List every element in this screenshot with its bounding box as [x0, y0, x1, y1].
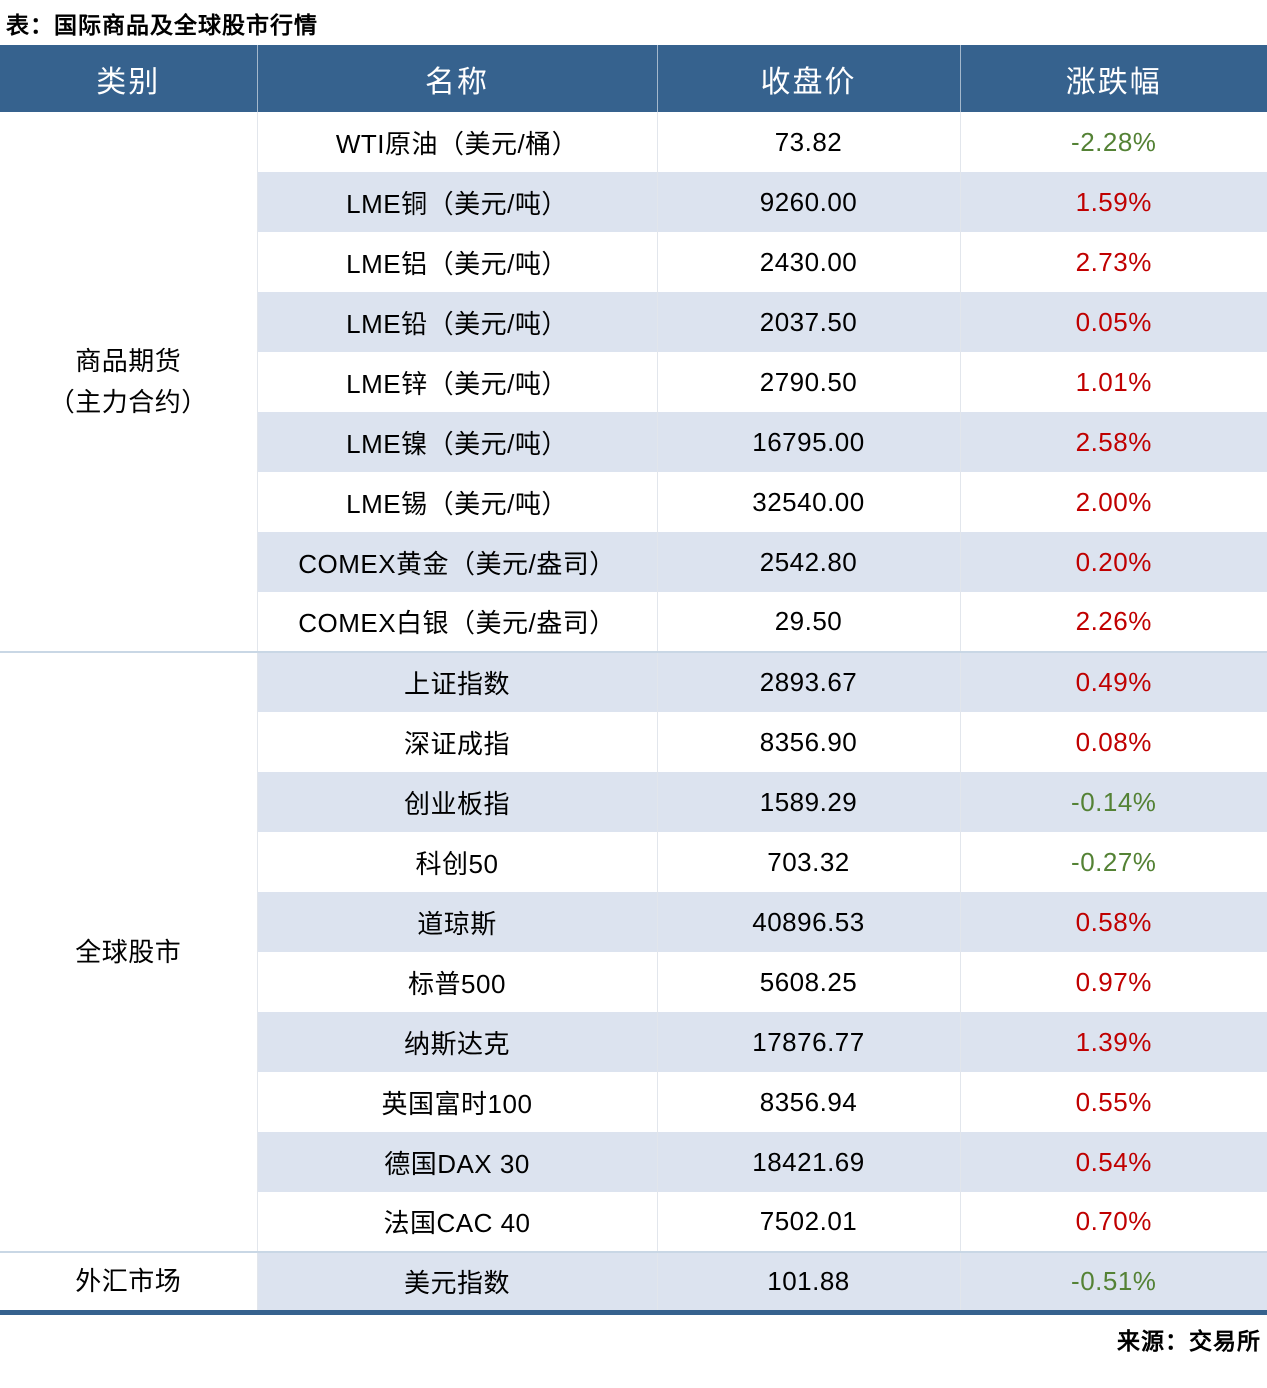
- column-header-name: 名称: [257, 45, 658, 112]
- close-price-cell: 16795.00: [657, 412, 961, 472]
- close-price-cell: 101.88: [657, 1251, 961, 1312]
- table-row: 法国CAC 40 7502.01 0.70%: [0, 1192, 1267, 1252]
- page-title: 表：国际商品及全球股市行情: [6, 11, 318, 38]
- close-price-cell: 2790.50: [657, 352, 961, 412]
- close-price-cell: 2430.00: [657, 232, 961, 292]
- close-price-cell: 1589.29: [657, 772, 961, 832]
- close-price-cell: 8356.94: [657, 1072, 961, 1132]
- close-price-cell: 29.50: [657, 592, 961, 652]
- change-percent-cell: 2.58%: [960, 412, 1267, 472]
- close-price-cell: 18421.69: [657, 1132, 961, 1192]
- table-row: COMEX黄金（美元/盎司） 2542.80 0.20%: [0, 532, 1267, 592]
- instrument-name-cell: LME铜（美元/吨）: [257, 172, 658, 232]
- table-row: 纳斯达克 17876.77 1.39%: [0, 1012, 1267, 1072]
- instrument-name-cell: 标普500: [257, 952, 658, 1012]
- change-percent-cell: -0.14%: [960, 772, 1267, 832]
- category-cell: 外汇市场: [0, 1251, 258, 1312]
- header-row: 类别 名称 收盘价 涨跌幅: [0, 45, 1267, 112]
- instrument-name-cell: 创业板指: [257, 772, 658, 832]
- column-header-change: 涨跌幅: [960, 45, 1267, 112]
- table-row: 科创50 703.32 -0.27%: [0, 832, 1267, 892]
- category-cell: 全球股市: [0, 651, 258, 1252]
- change-percent-cell: 1.01%: [1075, 366, 1152, 397]
- instrument-name-cell: 纳斯达克: [257, 1012, 658, 1072]
- instrument-name-cell: COMEX白银（美元/盎司）: [257, 592, 658, 652]
- instrument-name-cell: 深证成指: [257, 712, 658, 772]
- source-note: 来源：交易所: [1117, 1327, 1261, 1354]
- table-row: 英国富时100 8356.94 0.55%: [0, 1072, 1267, 1132]
- table-row: LME锌（美元/吨） 2790.50 1.01%: [0, 352, 1267, 412]
- table-row: 标普500 5608.25 0.97%: [0, 952, 1267, 1012]
- instrument-name-cell: LME铝（美元/吨）: [257, 232, 658, 292]
- change-percent-cell: 0.55%: [1075, 1086, 1152, 1117]
- close-price-cell: 2893.67: [657, 651, 961, 712]
- instrument-name-cell: 法国CAC 40: [257, 1192, 658, 1252]
- table-row: LME锡（美元/吨） 32540.00 2.00%: [0, 472, 1267, 532]
- change-percent-cell: 1.59%: [960, 172, 1267, 232]
- instrument-name-cell: 科创50: [257, 832, 658, 892]
- table-row: 德国DAX 30 18421.69 0.54%: [0, 1132, 1267, 1192]
- quote-table: 类别 名称 收盘价 涨跌幅 商品期货 （主力合约） WTI原油（美元/桶） 73.82…: [0, 45, 1267, 1315]
- change-percent-cell: 0.97%: [1075, 966, 1152, 997]
- instrument-name-cell: LME铅（美元/吨）: [257, 292, 658, 352]
- instrument-name-cell: WTI原油（美元/桶）: [257, 112, 658, 172]
- close-price-cell: 9260.00: [657, 172, 961, 232]
- change-percent-cell: -0.27%: [1071, 846, 1157, 877]
- instrument-name-cell: 美元指数: [257, 1251, 658, 1312]
- table-row: 外汇市场 美元指数 101.88 -0.51%: [0, 1251, 1267, 1312]
- table-row: 道琼斯 40896.53 0.58%: [0, 892, 1267, 952]
- column-header-close: 收盘价: [657, 45, 961, 112]
- change-percent-cell: -2.28%: [1071, 126, 1157, 157]
- table-row: COMEX白银（美元/盎司） 29.50 2.26%: [0, 592, 1267, 652]
- table-body: 商品期货 （主力合约） WTI原油（美元/桶） 73.82 -2.28% LME铜（美元/…: [0, 112, 1267, 1312]
- change-percent-cell: 0.58%: [960, 892, 1267, 952]
- column-header-category: 类别: [0, 45, 258, 112]
- instrument-name-cell: LME锡（美元/吨）: [257, 472, 658, 532]
- close-price-cell: 2037.50: [657, 292, 961, 352]
- close-price-cell: 40896.53: [657, 892, 961, 952]
- close-price-cell: 7502.01: [657, 1192, 961, 1252]
- table-row: 全球股市 上证指数 2893.67 0.49%: [0, 651, 1267, 1252]
- instrument-name-cell: LME锌（美元/吨）: [257, 352, 658, 412]
- instrument-name-cell: 道琼斯: [257, 892, 658, 952]
- table-row: LME铜（美元/吨） 9260.00 1.59%: [0, 172, 1267, 232]
- table-row: 商品期货 （主力合约） WTI原油（美元/桶） 73.82 -2.28%: [0, 112, 1267, 652]
- instrument-name-cell: LME镍（美元/吨）: [257, 412, 658, 472]
- change-percent-cell: 2.00%: [1075, 486, 1152, 517]
- close-price-cell: 73.82: [657, 112, 961, 172]
- category-cell: 商品期货 （主力合约）: [0, 112, 258, 652]
- table-row: LME镍（美元/吨） 16795.00 2.58%: [0, 412, 1267, 472]
- change-percent-cell: 0.08%: [1075, 726, 1152, 757]
- close-price-cell: 8356.90: [657, 712, 961, 772]
- instrument-name-cell: 上证指数: [257, 651, 658, 712]
- change-percent-cell: 2.73%: [1075, 246, 1152, 277]
- table-row: 深证成指 8356.90 0.08%: [0, 712, 1267, 772]
- table-row: LME铅（美元/吨） 2037.50 0.05%: [0, 292, 1267, 352]
- instrument-name-cell: 德国DAX 30: [257, 1132, 658, 1192]
- change-percent-cell: -0.51%: [960, 1251, 1267, 1312]
- close-price-cell: 5608.25: [657, 952, 961, 1012]
- close-price-cell: 17876.77: [657, 1012, 961, 1072]
- instrument-name-cell: 英国富时100: [257, 1072, 658, 1132]
- change-percent-cell: 0.05%: [960, 292, 1267, 352]
- table-header: 类别 名称 收盘价 涨跌幅: [0, 45, 1267, 112]
- change-percent-cell: 2.26%: [1075, 606, 1152, 636]
- table-row: 创业板指 1589.29 -0.14%: [0, 772, 1267, 832]
- change-percent-cell: 0.70%: [1075, 1206, 1152, 1236]
- close-price-cell: 703.32: [657, 832, 961, 892]
- instrument-name-cell: COMEX黄金（美元/盎司）: [257, 532, 658, 592]
- change-percent-cell: 1.39%: [960, 1012, 1267, 1072]
- close-price-cell: 2542.80: [657, 532, 961, 592]
- change-percent-cell: 0.54%: [960, 1132, 1267, 1192]
- change-percent-cell: 0.20%: [960, 532, 1267, 592]
- change-percent-cell: 0.49%: [960, 651, 1267, 712]
- close-price-cell: 32540.00: [657, 472, 961, 532]
- table-row: LME铝（美元/吨） 2430.00 2.73%: [0, 232, 1267, 292]
